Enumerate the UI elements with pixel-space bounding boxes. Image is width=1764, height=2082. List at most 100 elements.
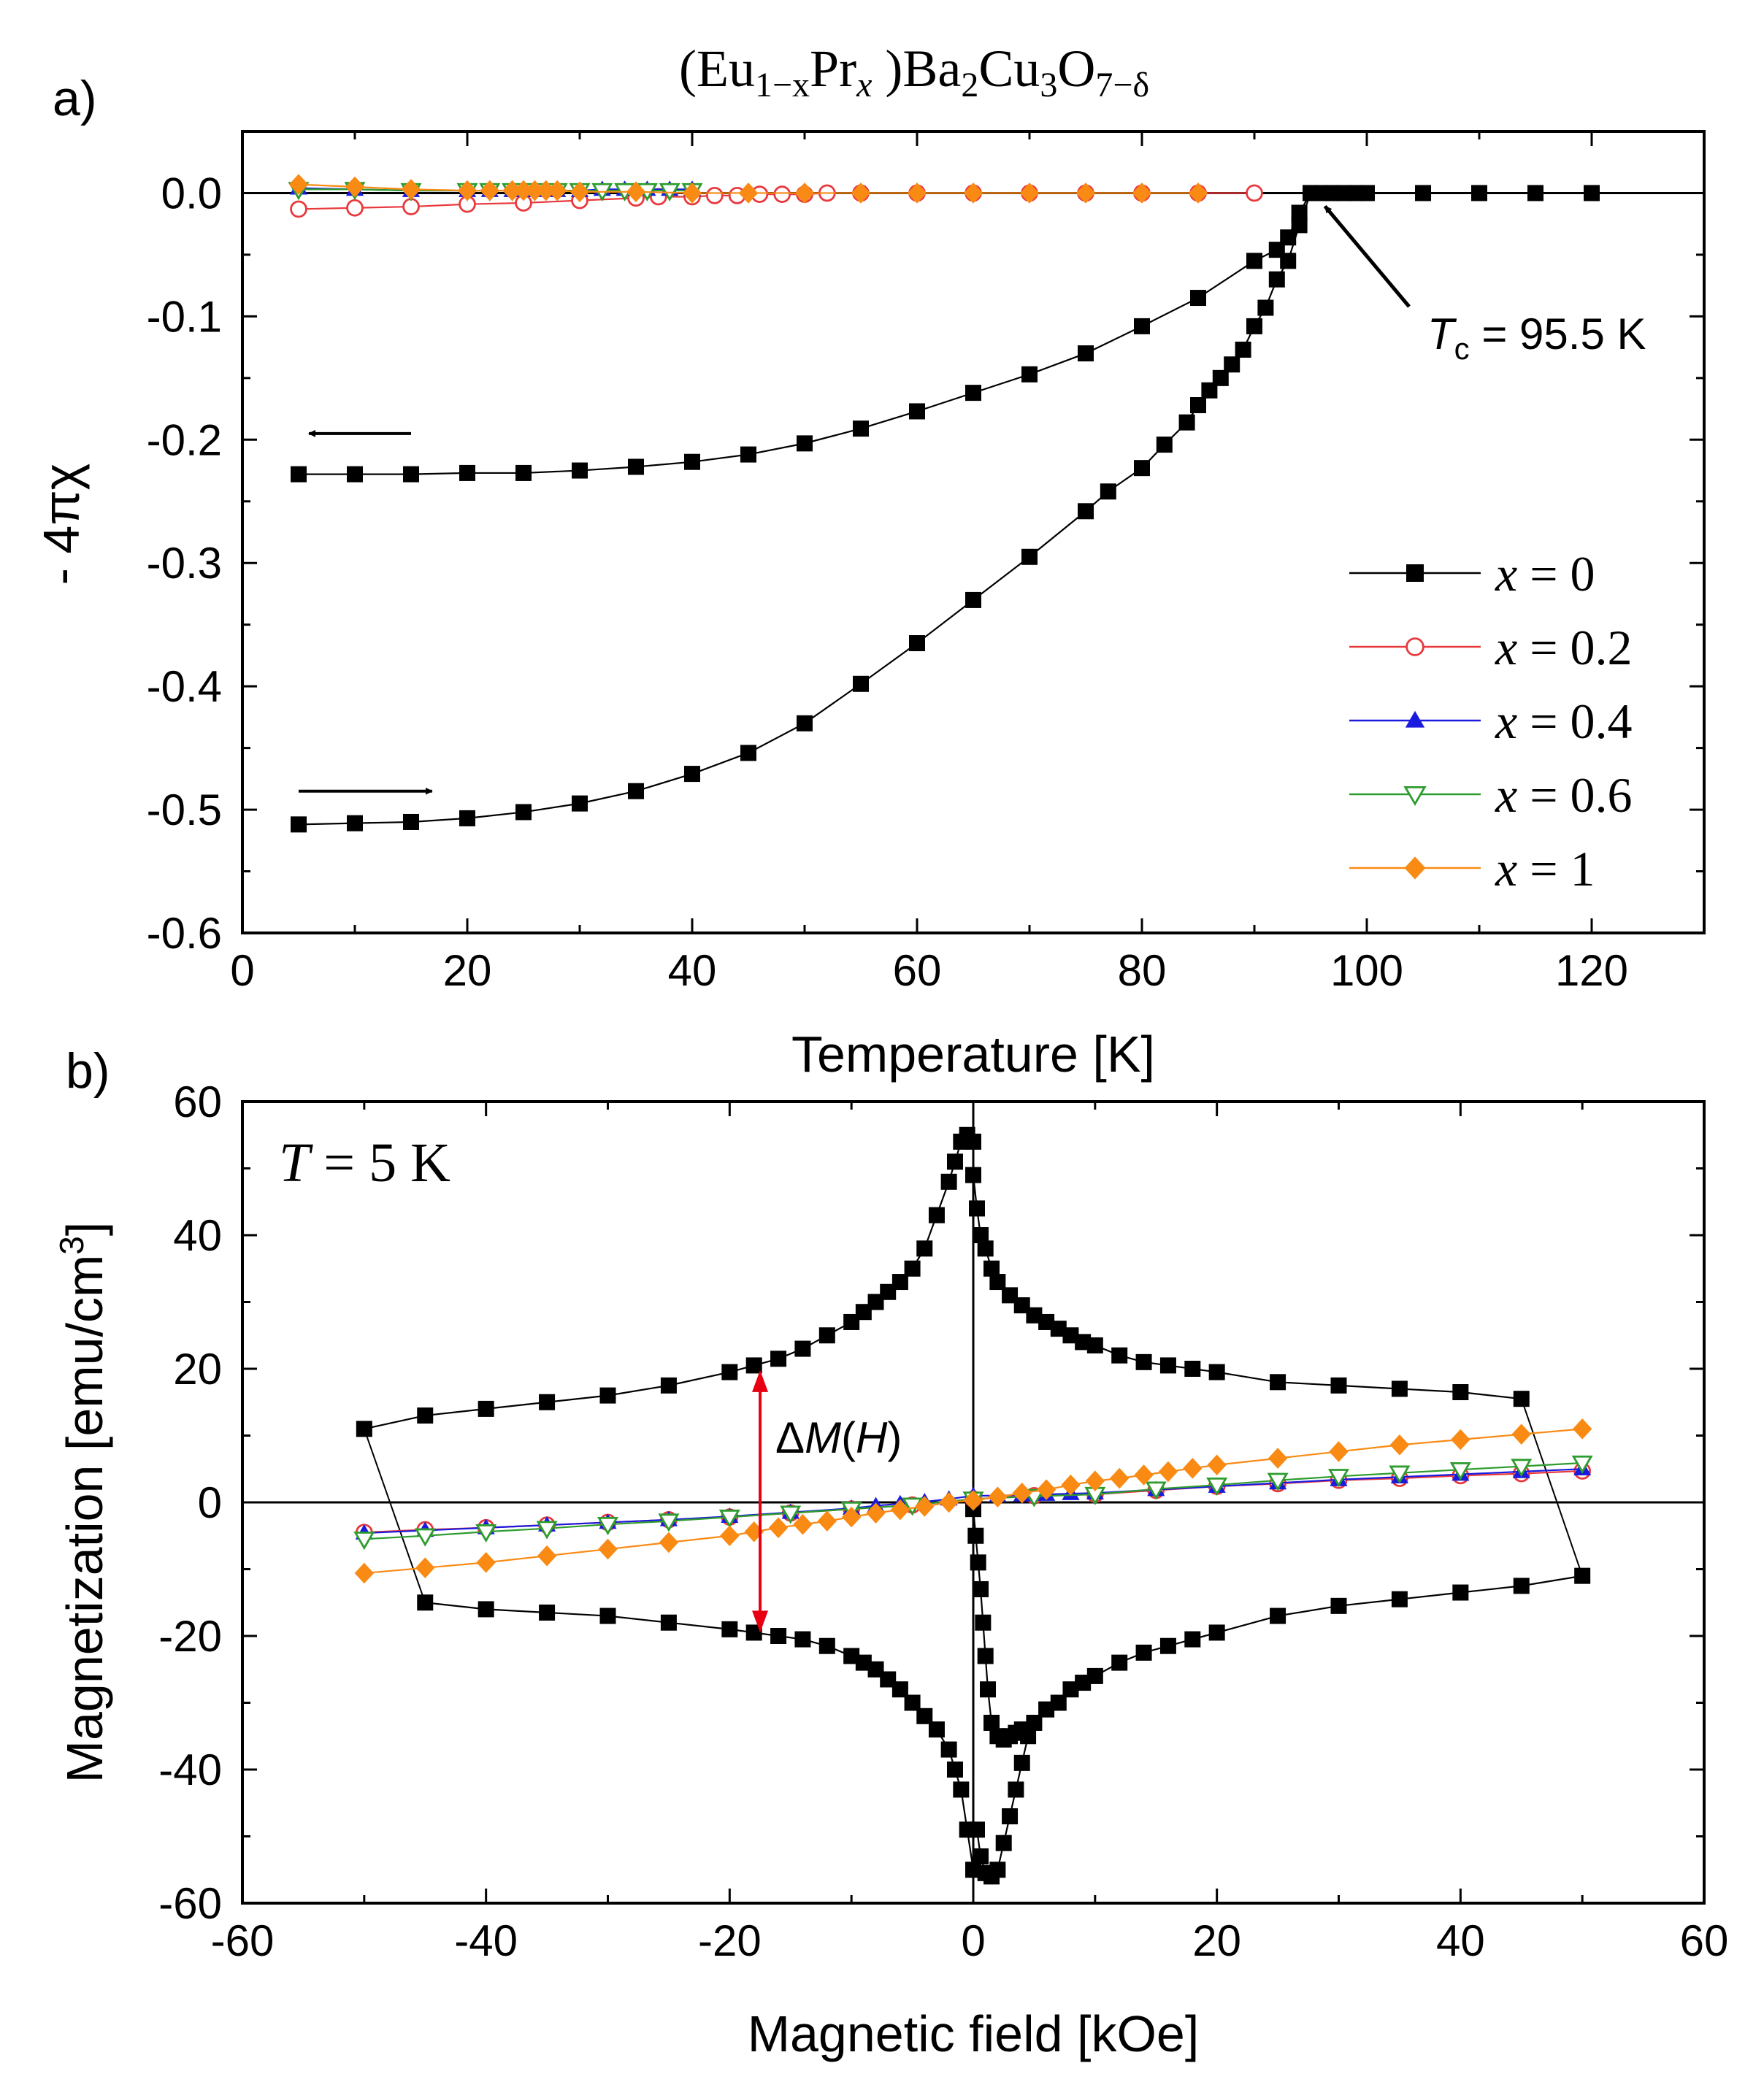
legend-marker	[1403, 786, 1427, 806]
legend: x = 0 x = 0.2 x = 0.4 x = 0.6 x = 1	[1349, 546, 1633, 896]
y-tick-label: -0.5	[147, 785, 222, 834]
data-point	[478, 1601, 494, 1618]
data-point	[745, 1624, 762, 1641]
data-point	[1021, 366, 1038, 383]
data-point	[890, 1499, 910, 1521]
data-point	[718, 1509, 740, 1529]
series-x-0-fc-	[291, 185, 1600, 483]
data-point	[476, 1552, 496, 1573]
data-point	[965, 1862, 981, 1878]
x-tick-label: 20	[1192, 1916, 1241, 1965]
data-point	[682, 183, 702, 204]
data-point	[1190, 290, 1206, 307]
data-point	[347, 466, 363, 483]
data-point	[502, 180, 522, 201]
data-point	[1270, 1374, 1286, 1391]
data-point	[1134, 1464, 1154, 1486]
panel-a-title: (Eu1−xPrx )Ba2Cu3O7−δ	[679, 39, 1149, 104]
panel-a-label: a)	[53, 71, 96, 126]
data-point	[1156, 437, 1173, 453]
data-point	[539, 1394, 556, 1410]
data-point	[417, 1594, 434, 1611]
data-point	[973, 1227, 989, 1243]
data-point	[853, 420, 869, 437]
data-point	[1050, 1321, 1067, 1337]
data-point	[953, 1781, 970, 1798]
y-tick-label: -60	[158, 1879, 222, 1928]
data-point	[973, 1848, 989, 1864]
data-point	[855, 1654, 872, 1671]
data-point	[1008, 1781, 1024, 1798]
data-point	[1038, 1313, 1055, 1330]
data-point	[1062, 1327, 1079, 1344]
data-point	[975, 1614, 992, 1631]
data-point	[288, 174, 309, 195]
data-point	[1158, 1461, 1178, 1483]
data-point	[1050, 1694, 1067, 1711]
data-point	[818, 1637, 835, 1654]
panel-b-label: b)	[66, 1043, 110, 1099]
data-point	[1291, 204, 1308, 221]
y-tick-label: -0.2	[147, 415, 222, 464]
data-point	[1038, 1701, 1055, 1718]
x-tick-label: 0	[961, 1916, 985, 1965]
data-point	[909, 403, 925, 420]
data-point	[1359, 185, 1375, 201]
data-point	[843, 1313, 860, 1330]
data-point	[290, 200, 307, 218]
data-point	[1100, 483, 1116, 500]
data-point	[1246, 253, 1262, 269]
data-point	[1513, 1578, 1530, 1594]
data-point	[891, 1274, 908, 1291]
delta-m-label: ΔM(H)	[775, 1413, 902, 1462]
data-point	[1036, 1479, 1057, 1500]
fc-zfc-arrows	[299, 429, 433, 795]
data-point	[977, 1648, 994, 1664]
data-point	[1013, 1754, 1030, 1771]
legend-marker	[1405, 710, 1425, 728]
y-tick-label: -0.6	[147, 909, 222, 958]
data-point	[1111, 1654, 1128, 1671]
data-point	[599, 1387, 616, 1404]
data-point	[539, 1604, 556, 1621]
data-point	[793, 1513, 813, 1535]
data-point	[853, 675, 869, 692]
data-point	[599, 1607, 616, 1624]
y-tick-label: -40	[158, 1745, 222, 1794]
panel-b-series	[353, 1126, 1593, 1885]
data-point	[1026, 1307, 1043, 1324]
data-point	[1110, 1467, 1130, 1489]
data-point	[770, 1351, 787, 1367]
data-point	[973, 1580, 989, 1597]
series-x-0-upper-branch-	[356, 1126, 981, 1437]
data-point	[1330, 1597, 1347, 1614]
data-point	[965, 385, 981, 402]
data-point	[1145, 1481, 1167, 1500]
data-point	[738, 183, 759, 204]
series-line	[298, 183, 1198, 194]
data-point	[1391, 1591, 1408, 1607]
x-tick-label: 20	[443, 946, 492, 995]
series-x-0-virgin-ascending-h-0-	[965, 1501, 1591, 1748]
loop-closure-left	[363, 1429, 426, 1603]
legend-marker	[1406, 564, 1424, 582]
data-point	[780, 1505, 802, 1524]
data-point	[797, 435, 813, 452]
data-point	[572, 795, 588, 812]
data-point	[1574, 1567, 1591, 1584]
legend-label: x = 1	[1495, 841, 1595, 896]
data-point	[794, 183, 815, 204]
data-point	[1061, 1474, 1081, 1496]
data-point	[660, 1377, 677, 1394]
data-point	[907, 183, 927, 204]
y-tick-label: -0.4	[147, 662, 222, 711]
data-point	[353, 1532, 375, 1551]
data-point	[1134, 318, 1150, 334]
x-tick-label: 120	[1555, 946, 1628, 995]
data-point	[773, 185, 791, 204]
data-point	[1135, 1353, 1152, 1370]
data-point	[1451, 1429, 1470, 1451]
data-point	[880, 1671, 897, 1688]
data-point	[598, 1538, 618, 1560]
panel-a-series	[288, 174, 1600, 833]
